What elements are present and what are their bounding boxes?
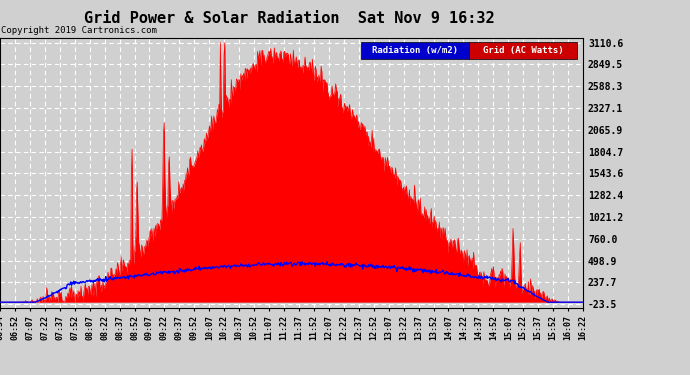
FancyBboxPatch shape xyxy=(362,42,469,59)
Text: Grid (AC Watts): Grid (AC Watts) xyxy=(483,46,563,55)
FancyBboxPatch shape xyxy=(469,42,578,59)
Text: Radiation (w/m2): Radiation (w/m2) xyxy=(372,46,458,55)
Text: Grid Power & Solar Radiation  Sat Nov 9 16:32: Grid Power & Solar Radiation Sat Nov 9 1… xyxy=(84,11,495,26)
Text: Copyright 2019 Cartronics.com: Copyright 2019 Cartronics.com xyxy=(1,26,157,35)
